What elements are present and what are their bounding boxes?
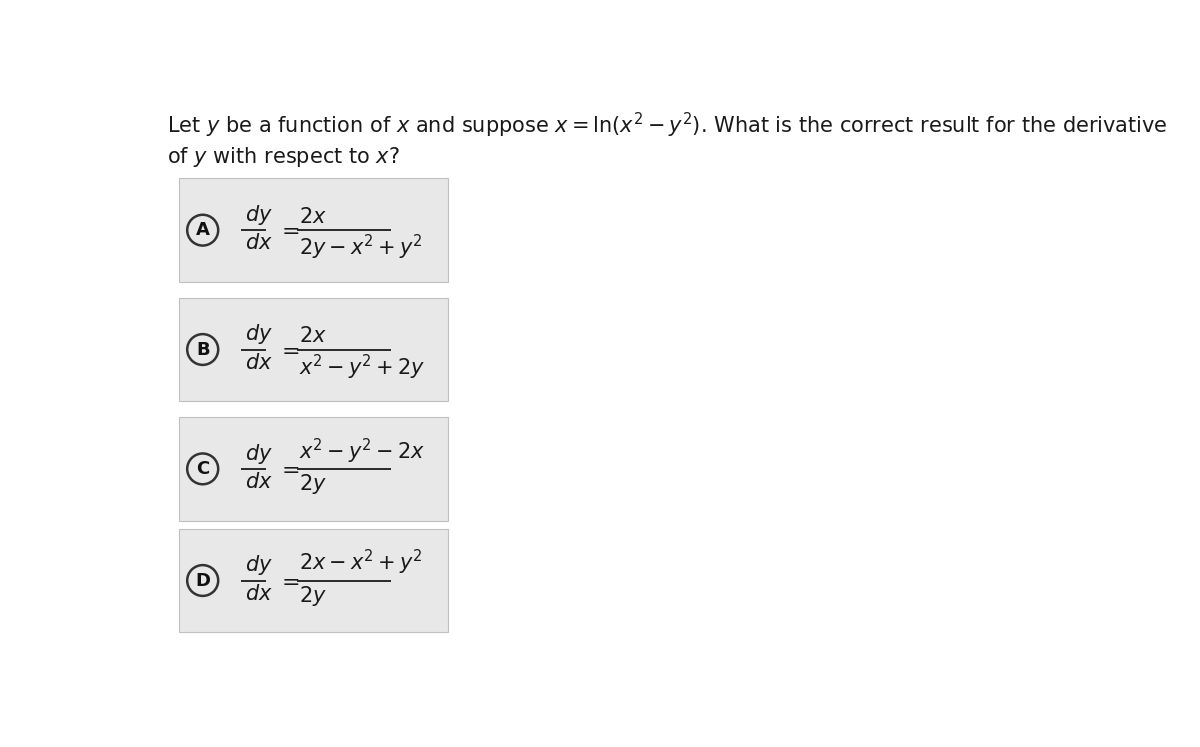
Text: A: A: [196, 221, 210, 239]
Text: $2y - x^2 + y^2$: $2y - x^2 + y^2$: [299, 233, 422, 262]
Text: $dx$: $dx$: [245, 472, 274, 492]
Text: $dx$: $dx$: [245, 353, 274, 373]
FancyBboxPatch shape: [180, 297, 449, 401]
Text: $dx$: $dx$: [245, 583, 274, 604]
Text: D: D: [196, 571, 210, 589]
FancyBboxPatch shape: [180, 417, 449, 521]
Text: $2y$: $2y$: [299, 583, 326, 607]
Text: $dy$: $dy$: [245, 203, 274, 227]
Text: $=$: $=$: [277, 571, 300, 591]
Text: $dy$: $dy$: [245, 323, 274, 347]
FancyBboxPatch shape: [180, 179, 449, 282]
FancyBboxPatch shape: [180, 529, 449, 633]
Text: $x^2 - y^2 + 2y$: $x^2 - y^2 + 2y$: [299, 353, 425, 382]
Text: C: C: [196, 460, 209, 478]
Text: $=$: $=$: [277, 340, 300, 359]
Text: $2y$: $2y$: [299, 472, 326, 496]
Text: $2x$: $2x$: [299, 326, 326, 347]
Text: $2x$: $2x$: [299, 207, 326, 227]
Text: $=$: $=$: [277, 220, 300, 241]
Text: of $y$ with respect to $x$?: of $y$ with respect to $x$?: [167, 145, 400, 169]
Text: $x^2 - y^2 - 2x$: $x^2 - y^2 - 2x$: [299, 436, 425, 466]
Text: $2x - x^2 + y^2$: $2x - x^2 + y^2$: [299, 548, 422, 577]
Text: $dx$: $dx$: [245, 233, 274, 253]
Text: $dy$: $dy$: [245, 441, 274, 466]
Text: Let $y$ be a function of $x$ and suppose $x = \ln(x^2 - y^2)$. What is the corre: Let $y$ be a function of $x$ and suppose…: [167, 111, 1168, 140]
Text: B: B: [196, 341, 210, 359]
Text: $dy$: $dy$: [245, 554, 274, 577]
Text: $=$: $=$: [277, 459, 300, 479]
